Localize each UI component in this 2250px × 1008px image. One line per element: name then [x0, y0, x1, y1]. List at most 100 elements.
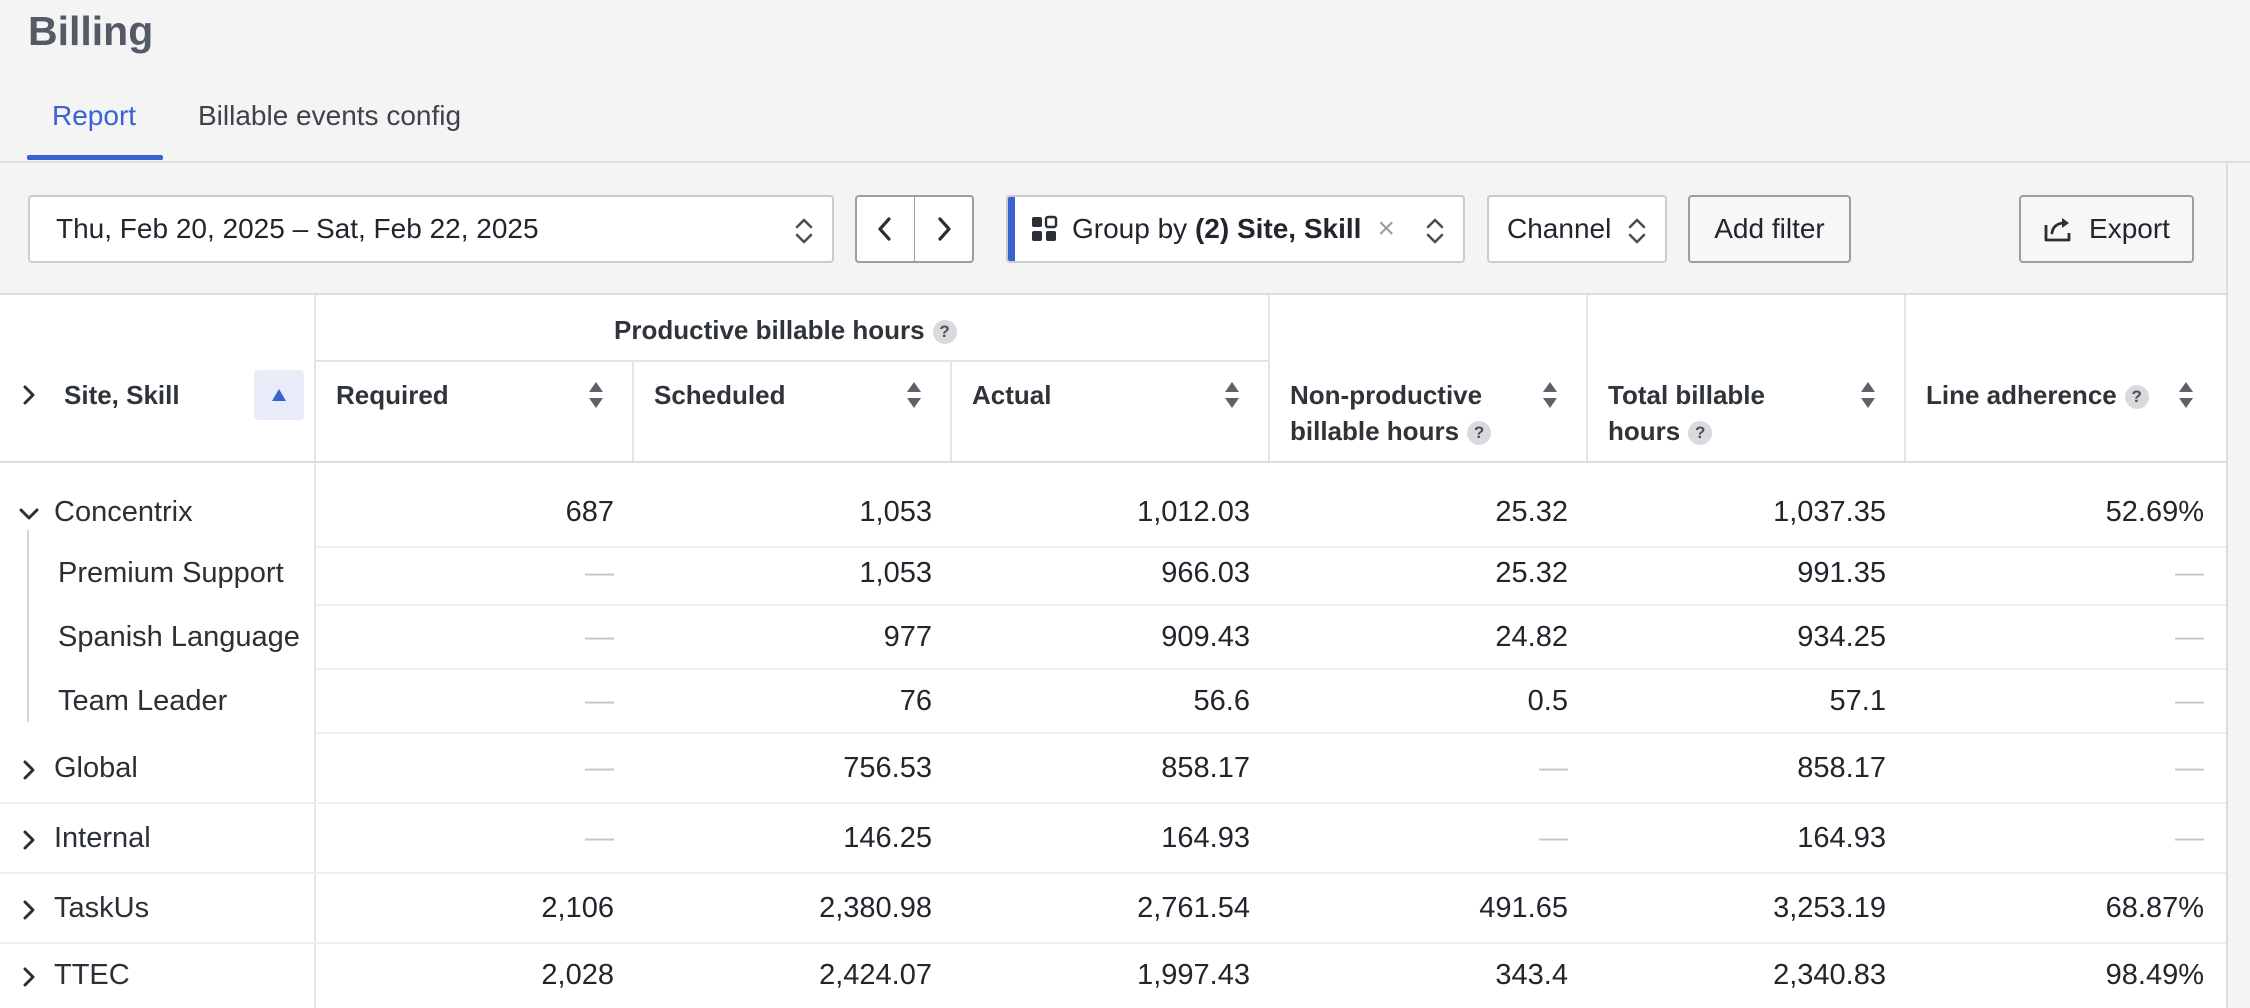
total-cell: 57.1	[1830, 685, 1886, 718]
group-by-select[interactable]: Group by (2) Site, Skill ×	[1006, 195, 1465, 263]
table-row[interactable]	[0, 478, 2226, 548]
actual-cell: 164.93	[1161, 822, 1250, 855]
group-by-value: (2) Site, Skill	[1195, 213, 1362, 245]
vertical-scrollbar[interactable]	[2226, 163, 2250, 1008]
actual-cell: 2,761.54	[1137, 892, 1250, 925]
line-adherence-header[interactable]: Line adherence?	[1926, 377, 2149, 413]
sort-icon[interactable]	[1859, 380, 1877, 410]
nonproductive-cell: 24.82	[1495, 621, 1568, 654]
nonproductive-cell: 491.65	[1479, 892, 1568, 925]
next-period-button[interactable]	[915, 197, 972, 261]
sort-ascending-button[interactable]	[254, 370, 304, 420]
total-cell: 991.35	[1797, 557, 1886, 590]
required-cell: 2,106	[541, 892, 614, 925]
add-filter-button[interactable]: Add filter	[1688, 195, 1851, 263]
up-down-chevron-icon	[794, 215, 814, 247]
scheduled-cell: 76	[900, 685, 932, 718]
tab-billable-events-config[interactable]: Billable events config	[198, 100, 461, 132]
channel-select[interactable]: Channel	[1487, 195, 1667, 263]
table-row[interactable]	[0, 944, 2226, 1008]
export-button[interactable]: Export	[2019, 195, 2194, 263]
scheduled-header[interactable]: Scheduled	[654, 377, 785, 413]
actual-cell: 1,997.43	[1137, 959, 1250, 992]
table-row[interactable]	[0, 874, 2226, 944]
sort-icon[interactable]	[1541, 380, 1559, 410]
required-cell: —	[585, 557, 614, 590]
actual-cell: 56.6	[1194, 685, 1250, 718]
previous-period-button[interactable]	[857, 197, 914, 261]
column-divider	[1904, 295, 1906, 463]
clear-icon[interactable]: ×	[1377, 212, 1395, 246]
total-cell: 3,253.19	[1773, 892, 1886, 925]
site-label: Internal	[54, 822, 151, 855]
sort-icon[interactable]	[905, 380, 923, 410]
total-cell: 2,340.83	[1773, 959, 1886, 992]
adherence-cell: —	[2175, 685, 2204, 718]
active-tab-indicator	[27, 155, 163, 160]
required-cell: 687	[566, 496, 614, 529]
actual-cell: 909.43	[1161, 621, 1250, 654]
nonproductive-cell: 25.32	[1495, 496, 1568, 529]
channel-label: Channel	[1507, 213, 1611, 245]
sort-up-icon	[270, 387, 288, 403]
site-skill-header[interactable]: Site, Skill	[64, 377, 180, 413]
required-cell: —	[585, 752, 614, 785]
chevron-right-icon[interactable]	[18, 759, 40, 781]
expand-all-chevron-icon[interactable]	[20, 383, 38, 407]
up-down-chevron-icon	[1425, 215, 1445, 247]
chevron-right-icon[interactable]	[18, 966, 40, 988]
header-bottom-border	[0, 461, 2226, 463]
sort-icon[interactable]	[1223, 380, 1241, 410]
site-label: Global	[54, 752, 138, 785]
required-header[interactable]: Required	[336, 377, 449, 413]
help-icon[interactable]: ?	[1688, 421, 1712, 445]
nonproductive-header[interactable]: Non-productive billable hours?	[1290, 377, 1491, 449]
tree-guide-line	[27, 530, 29, 722]
total-cell: 934.25	[1797, 621, 1886, 654]
group-by-label: Group by	[1072, 213, 1195, 245]
up-down-chevron-icon	[1627, 215, 1647, 247]
nonproductive-header-line2: billable hours?	[1290, 413, 1491, 449]
column-divider	[950, 361, 952, 463]
sort-icon[interactable]	[587, 380, 605, 410]
date-range-value: Thu, Feb 20, 2025 – Sat, Feb 22, 2025	[56, 213, 539, 245]
nonproductive-cell: 343.4	[1495, 959, 1568, 992]
help-icon[interactable]: ?	[933, 320, 957, 344]
scheduled-cell: 1,053	[859, 496, 932, 529]
column-divider	[1586, 295, 1588, 463]
scheduled-cell: 756.53	[843, 752, 932, 785]
sort-icon[interactable]	[2177, 380, 2195, 410]
export-icon	[2043, 215, 2075, 243]
date-range-picker[interactable]: Thu, Feb 20, 2025 – Sat, Feb 22, 2025	[28, 195, 834, 263]
total-header-text: hours	[1608, 416, 1680, 446]
required-cell: —	[585, 822, 614, 855]
help-icon[interactable]: ?	[1467, 421, 1491, 445]
table-row[interactable]	[0, 804, 2226, 874]
required-cell: —	[585, 685, 614, 718]
tab-report[interactable]: Report	[52, 100, 136, 132]
chevron-right-icon[interactable]	[18, 829, 40, 851]
table-row-child[interactable]	[0, 542, 2226, 606]
table-row-child[interactable]	[0, 606, 2226, 670]
nonproductive-cell: 25.32	[1495, 557, 1568, 590]
table-row-child[interactable]	[0, 670, 2226, 734]
actual-cell: 858.17	[1161, 752, 1250, 785]
actual-cell: 966.03	[1161, 557, 1250, 590]
actual-header[interactable]: Actual	[972, 377, 1051, 413]
table-row[interactable]	[0, 734, 2226, 804]
chevron-down-icon[interactable]	[18, 503, 40, 525]
group-header-label: Productive billable hours	[614, 315, 925, 345]
site-label: TaskUs	[54, 892, 149, 925]
scheduled-cell: 146.25	[843, 822, 932, 855]
page-header: Billing Report Billable events config	[0, 0, 2250, 163]
adherence-cell: —	[2175, 822, 2204, 855]
required-cell: —	[585, 621, 614, 654]
adherence-cell: 68.87%	[2106, 892, 2204, 925]
skill-label: Team Leader	[58, 685, 227, 718]
chevron-right-icon[interactable]	[18, 899, 40, 921]
skill-label: Premium Support	[58, 557, 284, 590]
nonproductive-header-text: billable hours	[1290, 416, 1459, 446]
help-icon[interactable]: ?	[2125, 385, 2149, 409]
scheduled-cell: 2,424.07	[819, 959, 932, 992]
total-billable-header[interactable]: Total billable hours?	[1608, 377, 1765, 449]
